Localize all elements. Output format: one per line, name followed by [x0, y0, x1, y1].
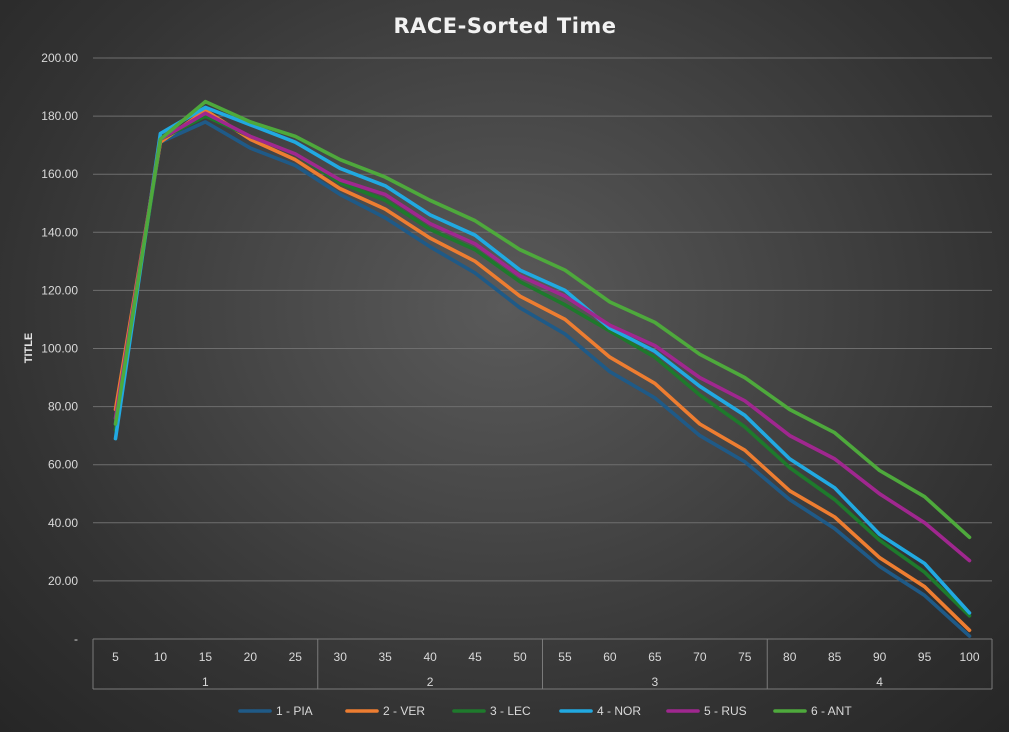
x-tick-label: 85 — [828, 650, 842, 664]
x-group-label: 1 — [202, 675, 209, 689]
y-tick-label: 40.00 — [48, 516, 78, 530]
chart-title: RACE-Sorted Time — [393, 14, 616, 38]
series-lines — [113, 99, 972, 638]
x-tick-label: 35 — [378, 650, 392, 664]
y-axis-ticks: - 20.00 40.00 60.00 80.00 100.00 120.00 140.00 1… — [41, 51, 78, 646]
y-tick-label: 180.00 — [41, 109, 78, 123]
x-tick-label: 15 — [199, 650, 213, 664]
y-tick-label: 200.00 — [41, 51, 78, 65]
legend-label: 3 - LEC — [490, 704, 531, 718]
y-tick-label: - — [74, 632, 78, 646]
series-line-2-ver — [113, 108, 972, 633]
series-line-1-pia — [113, 120, 972, 638]
legend-label: 4 - NOR — [597, 704, 641, 718]
legend-item: 3 - LEC — [452, 704, 531, 718]
y-tick-label: 160.00 — [41, 167, 78, 181]
x-tick-label: 100 — [960, 650, 980, 664]
series-line-3-lec — [113, 114, 972, 618]
x-tick-label: 95 — [918, 650, 932, 664]
series-line-4-nor — [113, 105, 972, 615]
x-tick-label: 55 — [558, 650, 572, 664]
x-tick-label: 30 — [334, 650, 348, 664]
x-tick-label: 65 — [648, 650, 662, 664]
x-tick-label: 25 — [289, 650, 303, 664]
x-tick-label: 45 — [468, 650, 482, 664]
x-group-label: 3 — [652, 675, 659, 689]
legend-label: 5 - RUS — [704, 704, 747, 718]
x-tick-label: 10 — [154, 650, 168, 664]
legend-item: 4 - NOR — [559, 704, 641, 718]
gridlines — [93, 57, 992, 582]
legend-item: 2 - VER — [345, 704, 425, 718]
x-tick-label: 40 — [423, 650, 437, 664]
y-tick-label: 140.00 — [41, 225, 78, 239]
x-tick-label: 90 — [873, 650, 887, 664]
y-tick-label: 120.00 — [41, 283, 78, 297]
legend-label: 1 - PIA — [276, 704, 313, 718]
legend-label: 2 - VER — [383, 704, 425, 718]
x-tick-label: 70 — [693, 650, 707, 664]
legend: 1 - PIA 2 - VER 3 - LEC 4 - NOR 5 - RUS 6 - A… — [238, 704, 852, 718]
legend-label: 6 - ANT — [811, 704, 852, 718]
series-line-5-rus — [113, 111, 972, 563]
y-tick-label: 80.00 — [48, 400, 78, 414]
y-tick-label: 60.00 — [48, 458, 78, 472]
x-tick-label: 75 — [738, 650, 752, 664]
y-axis-title: TITLE — [23, 333, 35, 364]
x-tick-label: 50 — [513, 650, 527, 664]
x-tick-label: 80 — [783, 650, 797, 664]
x-tick-label: 5 — [112, 650, 119, 664]
x-group-label: 4 — [876, 675, 883, 689]
legend-item: 6 - ANT — [773, 704, 852, 718]
legend-item: 5 - RUS — [666, 704, 747, 718]
series-line-6-ant — [113, 99, 972, 540]
x-axis: 5 10 15 20 25 30 35 40 45 50 55 60 65 70 75 80 85 90 95 100… — [92, 638, 993, 690]
x-group-label: 2 — [427, 675, 434, 689]
legend-item: 1 - PIA — [238, 704, 313, 718]
y-tick-label: 20.00 — [48, 574, 78, 588]
x-tick-label: 20 — [244, 650, 258, 664]
x-tick-label: 60 — [603, 650, 617, 664]
y-tick-label: 100.00 — [41, 342, 78, 356]
